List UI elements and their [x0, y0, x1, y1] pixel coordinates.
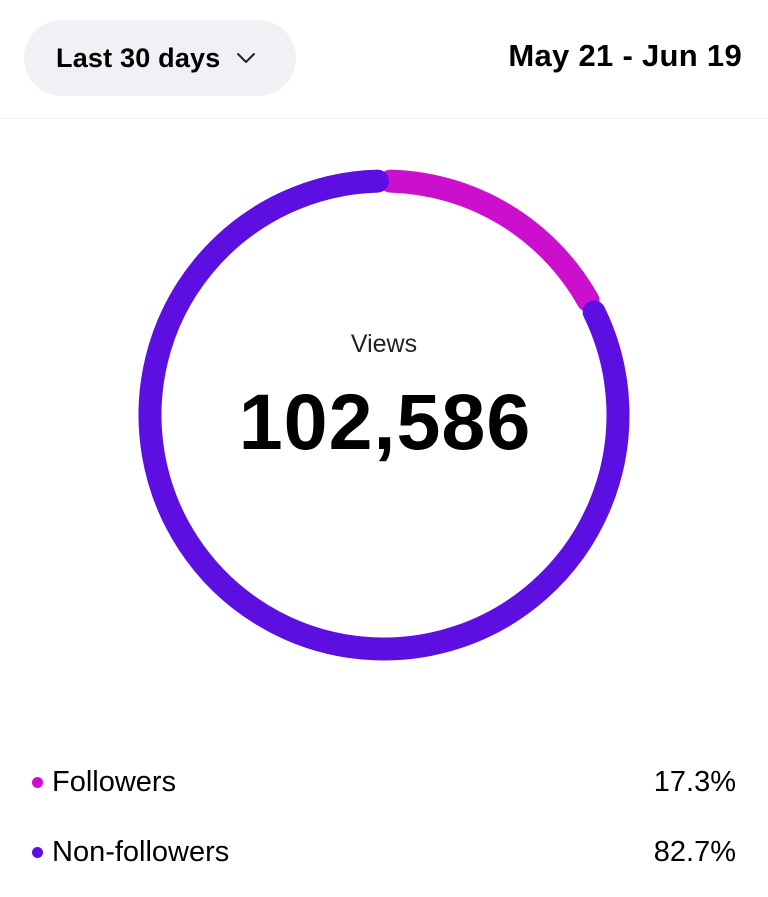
legend-row-non-followers: Non-followers 82.7%	[0, 830, 768, 874]
legend-row-followers: Followers 17.3%	[0, 760, 768, 804]
donut-svg	[138, 169, 630, 661]
donut-segment-non-followers	[138, 169, 630, 661]
chevron-down-icon	[236, 53, 255, 63]
legend-dot-non-followers	[32, 846, 43, 858]
top-bar: Last 30 days May 21 - Jun 19	[0, 0, 768, 119]
views-total: 102,586	[238, 377, 532, 466]
legend-dot-followers	[32, 776, 43, 788]
views-donut-chart: Views 102,586	[0, 118, 768, 718]
legend-label-non-followers: Non-followers	[52, 835, 230, 868]
legend-value-followers: 17.3%	[653, 765, 736, 798]
legend-label-followers: Followers	[52, 765, 177, 798]
legend-value-non-followers: 82.7%	[653, 835, 736, 868]
views-label: Views	[350, 330, 418, 358]
date-range-dropdown[interactable]: Last 30 days	[24, 20, 296, 96]
date-range-dropdown-label: Last 30 days	[56, 42, 221, 73]
donut-segment-followers	[379, 169, 600, 312]
date-range-text: May 21 - Jun 19	[508, 38, 742, 73]
